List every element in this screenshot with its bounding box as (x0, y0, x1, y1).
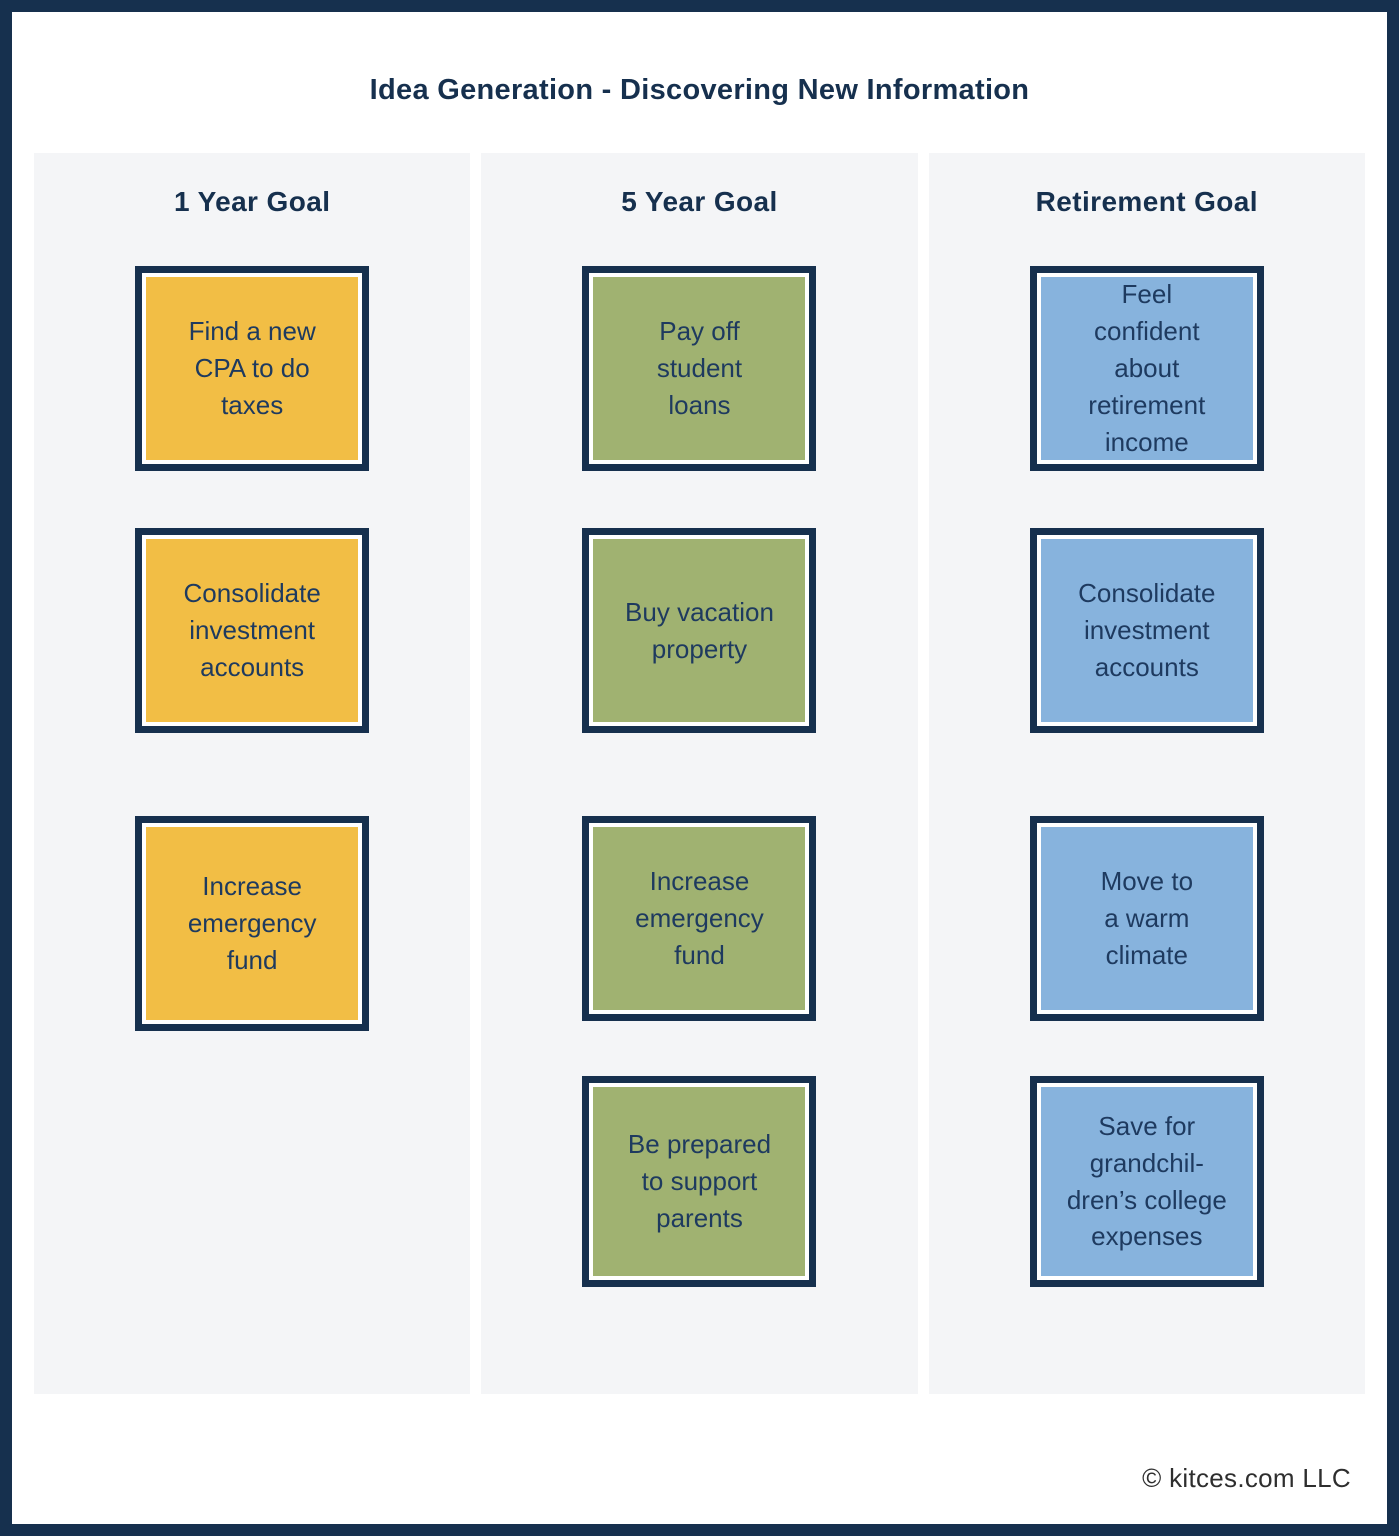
goal-box-label: Feel confident about retirement income (1040, 277, 1253, 460)
goal-box: Increase emergency fund (135, 816, 370, 1031)
goal-box-label: Save for grandchil- dren’s college expen… (1040, 1087, 1253, 1276)
goal-box: Move to a warm climate (1029, 816, 1264, 1021)
column-header-retirement: Retirement Goal (1035, 186, 1258, 217)
goal-box: Increase emergency fund (582, 816, 817, 1021)
column-5-year-goal: 5 Year Goal Pay off student loans Buy va… (481, 153, 918, 1394)
goal-box-label: Find a new CPA to do taxes (146, 277, 359, 460)
column-header-1-year: 1 Year Goal (173, 186, 331, 217)
copyright-notice: © kitces.com LLC (1142, 1463, 1351, 1493)
goal-box-label: Pay off student loans (593, 277, 806, 460)
goal-box-label: Increase emergency fund (593, 827, 806, 1010)
goal-columns: 1 Year Goal Find a new CPA to do taxes C… (34, 153, 1365, 1394)
goal-box: Buy vacation property (582, 528, 817, 733)
goal-box-label: Increase emergency fund (146, 827, 359, 1020)
goal-box-label: Consolidate investment accounts (146, 539, 359, 722)
goal-box: Be prepared to support parents (582, 1076, 817, 1287)
goal-box: Feel confident about retirement income (1029, 266, 1264, 471)
diagram-title: Idea Generation - Discovering New Inform… (369, 74, 1030, 106)
goal-box: Find a new CPA to do taxes (135, 266, 370, 471)
goal-box: Consolidate investment accounts (135, 528, 370, 733)
goal-box: Save for grandchil- dren’s college expen… (1029, 1076, 1264, 1287)
goal-box-label: Be prepared to support parents (593, 1087, 806, 1276)
column-header-5-year: 5 Year Goal (621, 186, 778, 217)
goal-box-label: Buy vacation property (593, 539, 806, 722)
goal-box: Consolidate investment accounts (1029, 528, 1264, 733)
goal-box-label: Consolidate investment accounts (1040, 539, 1253, 722)
column-1-year-goal: 1 Year Goal Find a new CPA to do taxes C… (34, 153, 471, 1394)
goal-box-label: Move to a warm climate (1040, 827, 1253, 1010)
goal-box: Pay off student loans (582, 266, 817, 471)
column-retirement-goal: Retirement Goal Feel confident about ret… (928, 153, 1365, 1394)
